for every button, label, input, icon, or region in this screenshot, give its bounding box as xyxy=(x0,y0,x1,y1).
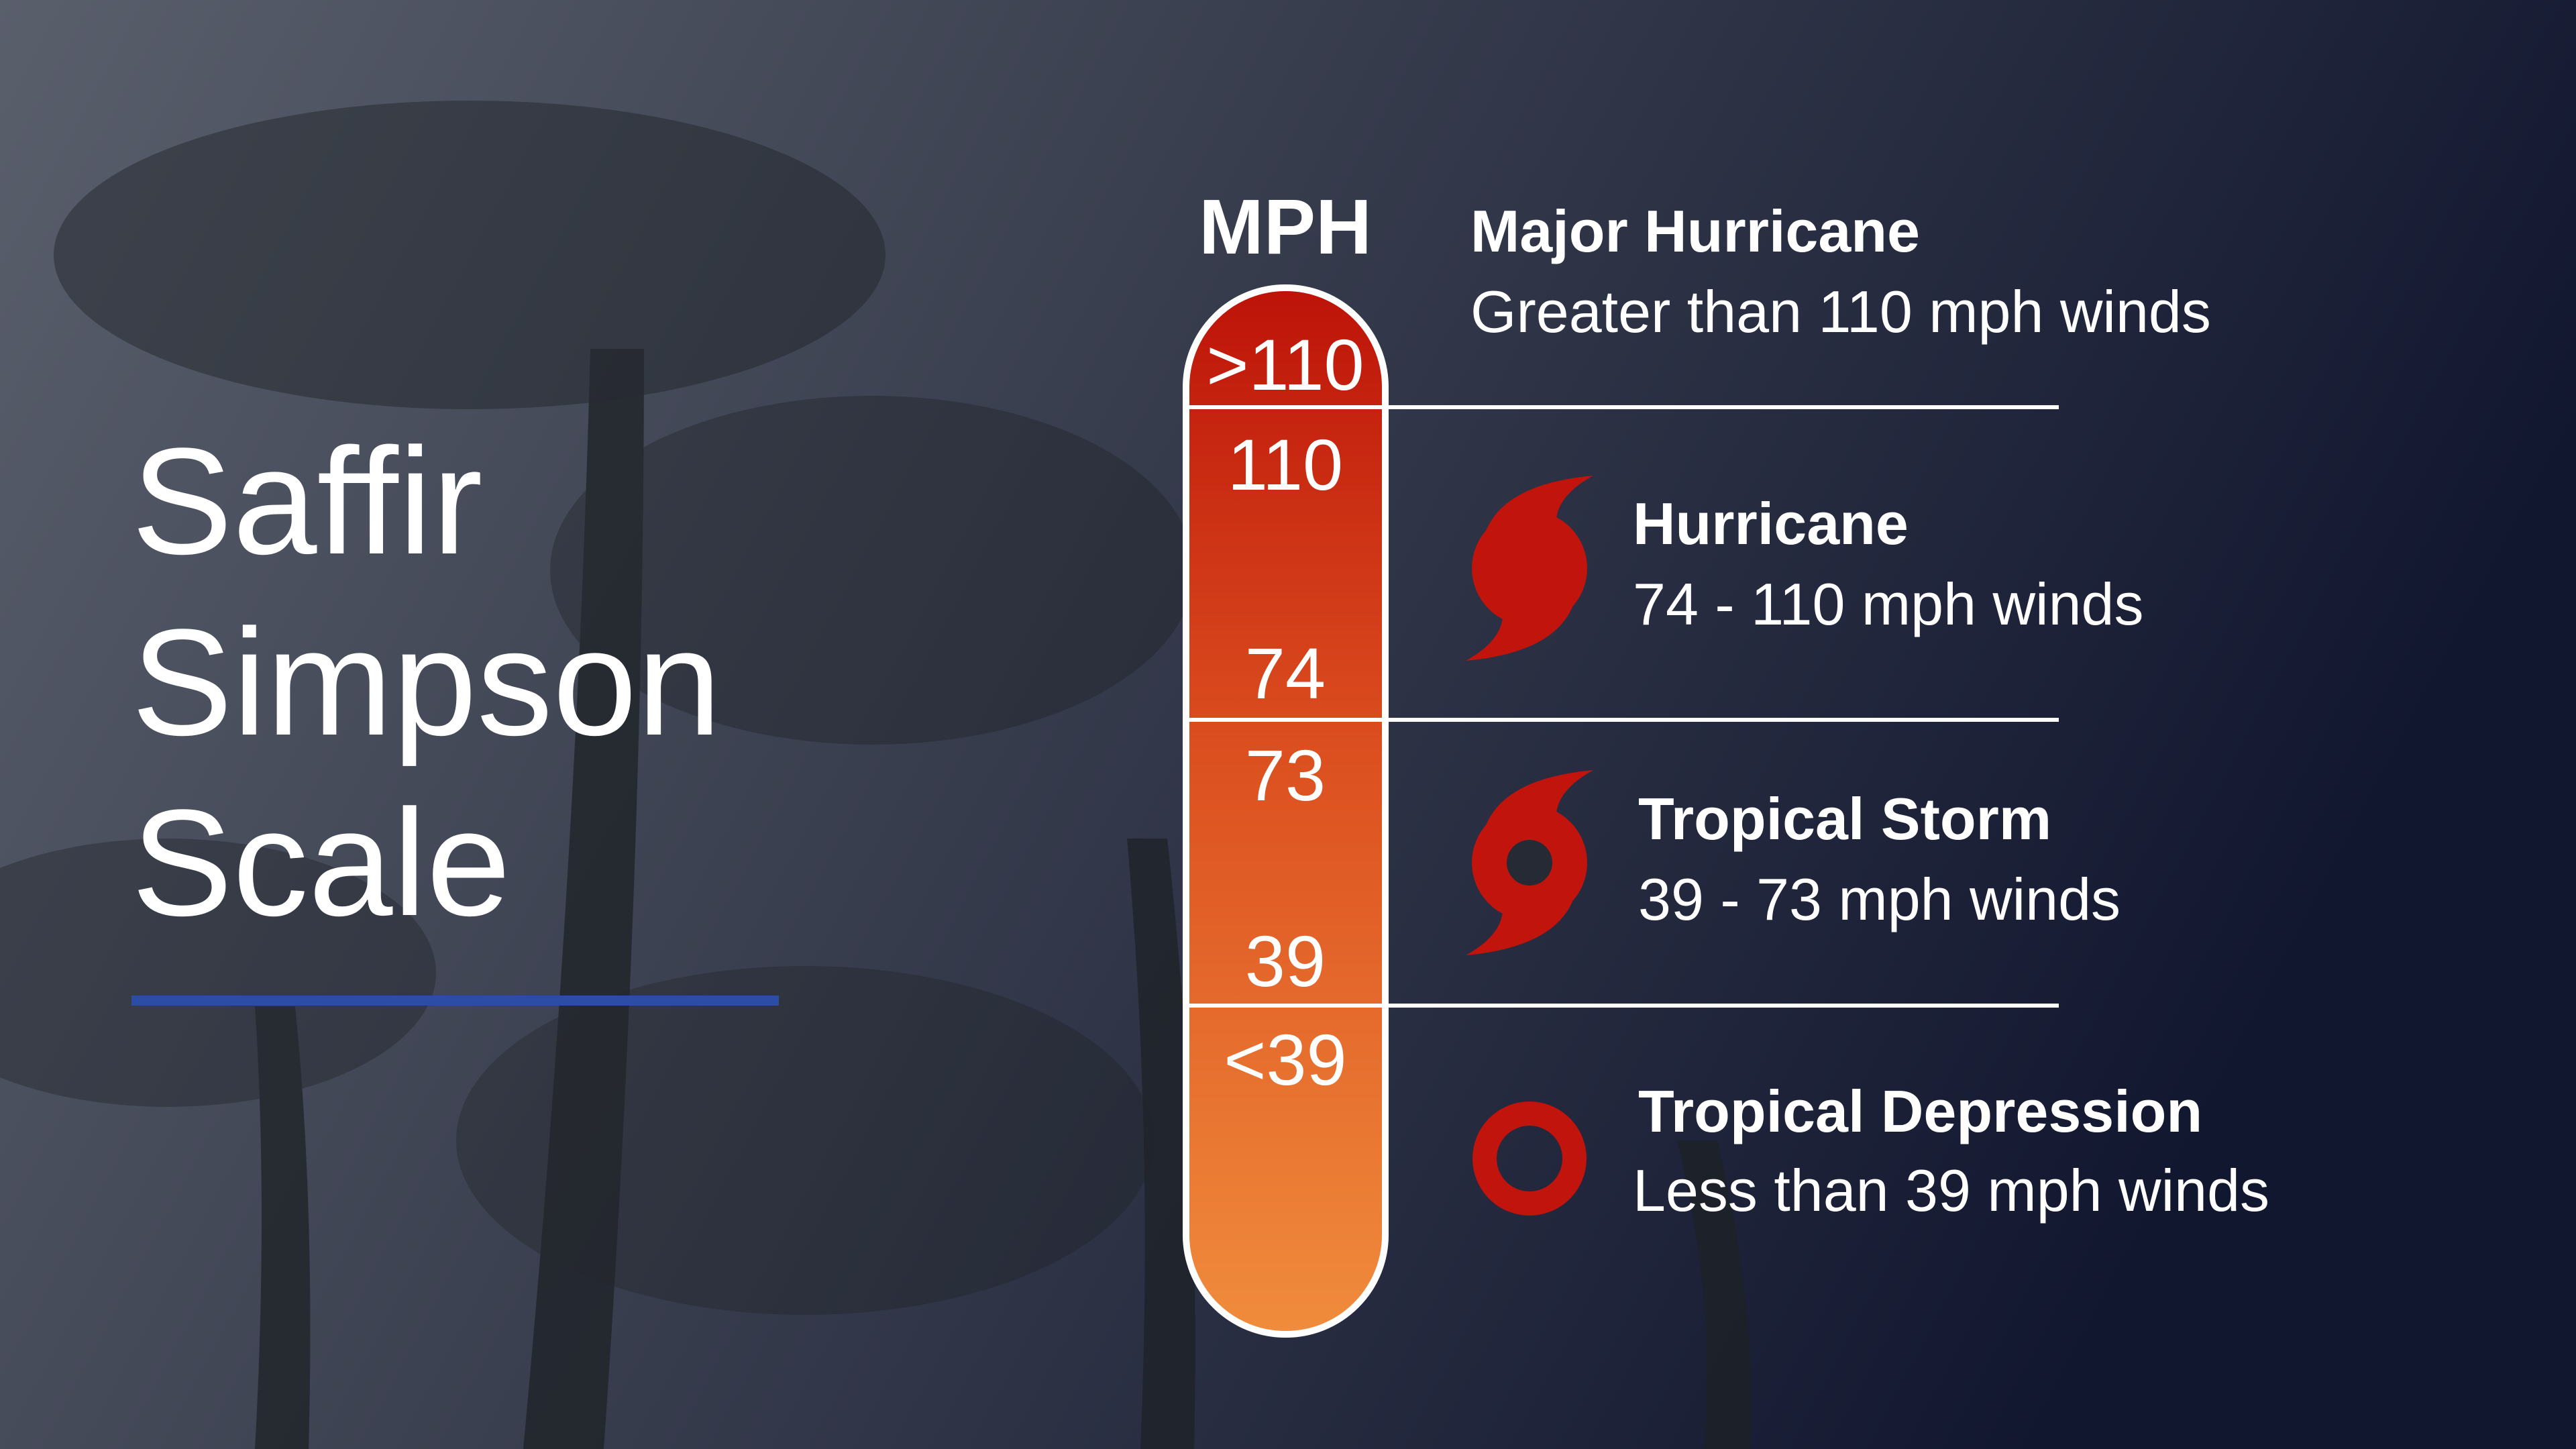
category-name: Tropical Depression xyxy=(1638,1078,2202,1144)
category-description: 74 - 110 mph winds xyxy=(1633,571,2143,637)
category-description: 39 - 73 mph winds xyxy=(1638,866,2121,932)
palm-silhouettes xyxy=(0,101,1752,1449)
scale-label: >110 xyxy=(1206,324,1364,405)
category-name: Tropical Storm xyxy=(1638,786,2051,852)
category-name: Hurricane xyxy=(1633,490,1909,557)
thermometer-outline xyxy=(1183,284,1389,1338)
scale-label: 74 xyxy=(1245,633,1326,714)
title-line: Scale xyxy=(131,777,511,947)
hurricane-icon xyxy=(1466,476,1593,661)
scale-label: 110 xyxy=(1228,424,1343,505)
thermometer xyxy=(1183,284,1389,1338)
tropical-depression-icon xyxy=(1472,1102,1587,1216)
title-line: Saffir xyxy=(131,416,482,586)
category-name: Major Hurricane xyxy=(1470,198,1920,264)
title-underline xyxy=(131,996,779,1006)
title-line: Simpson xyxy=(131,597,721,767)
tropical-storm-icon xyxy=(1466,770,1593,955)
unit-label: MPH xyxy=(1199,183,1372,270)
category-description: Less than 39 mph winds xyxy=(1633,1157,2269,1224)
thermometer-fill xyxy=(1186,288,1385,1334)
scale-label: 39 xyxy=(1245,920,1326,1002)
category-description: Greater than 110 mph winds xyxy=(1470,278,2211,345)
scale-label: <39 xyxy=(1224,1019,1346,1100)
scale-label: 73 xyxy=(1245,735,1326,816)
